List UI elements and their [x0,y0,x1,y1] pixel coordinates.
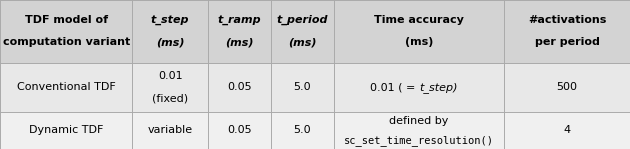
Bar [271,112,334,149]
Text: per period: per period [535,37,599,48]
Text: computation variant: computation variant [3,37,130,48]
Text: 0.05: 0.05 [227,82,252,92]
Bar [208,0,271,63]
Bar [334,63,504,112]
Bar [504,63,630,112]
Text: 500: 500 [556,82,578,92]
Bar [208,63,271,112]
Bar [0,112,132,149]
Bar [132,63,208,112]
Text: 0.01: 0.01 [158,71,183,81]
Text: 4: 4 [563,125,571,135]
Bar [271,63,334,112]
Bar [504,112,630,149]
Bar [271,0,334,63]
Text: (ms): (ms) [288,37,317,48]
Text: defined by: defined by [389,116,449,126]
Text: Dynamic TDF: Dynamic TDF [29,125,103,135]
Bar [0,0,132,63]
Text: (ms): (ms) [404,37,433,48]
Text: Conventional TDF: Conventional TDF [17,82,115,92]
Text: TDF model of: TDF model of [25,15,108,25]
Text: 5.0: 5.0 [294,125,311,135]
Text: variable: variable [147,125,193,135]
Bar [0,63,132,112]
Bar [504,0,630,63]
Text: t_step): t_step) [419,82,457,93]
Text: (fixed): (fixed) [152,93,188,103]
Bar [132,0,208,63]
Text: #activations: #activations [528,15,606,25]
Bar [208,112,271,149]
Text: (ms): (ms) [156,37,185,48]
Bar [132,112,208,149]
Text: sc_set_time_resolution(): sc_set_time_resolution() [344,135,494,146]
Bar [334,0,504,63]
Bar [334,112,504,149]
Text: t_period: t_period [277,15,328,25]
Text: t_ramp: t_ramp [217,15,261,25]
Text: Time accuracy: Time accuracy [374,15,464,25]
Text: 0.05: 0.05 [227,125,252,135]
Text: (ms): (ms) [225,37,254,48]
Text: 5.0: 5.0 [294,82,311,92]
Text: t_step: t_step [151,15,190,25]
Text: 0.01 ( =: 0.01 ( = [370,82,419,92]
